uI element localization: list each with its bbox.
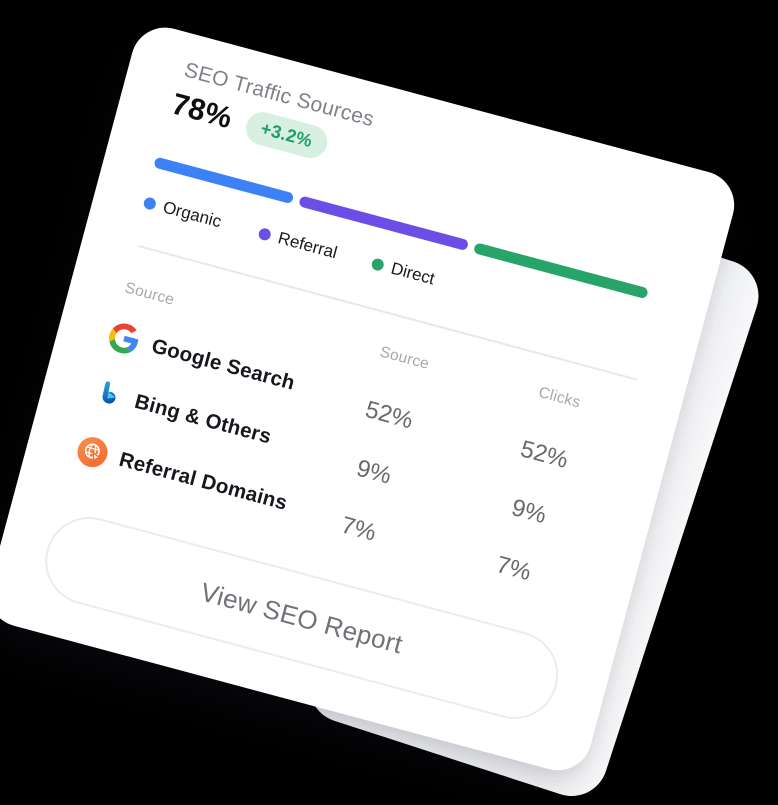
view-seo-report-button[interactable]: View SEO Report — [35, 507, 569, 729]
bar-segment-organic — [153, 156, 295, 205]
source-rows: Google Search Bing & Others Referral Domai… — [77, 20, 742, 515]
clicks-pct-value: 7% — [493, 551, 534, 587]
source-pct-value: 7% — [338, 511, 379, 547]
google-icon — [104, 319, 143, 358]
legend-dot-icon — [370, 257, 386, 272]
bar-segment-direct — [473, 242, 649, 300]
legend-label: Organic — [160, 197, 224, 232]
clicks-pct-value: 52% — [517, 435, 571, 474]
clicks-header: Clicks — [536, 383, 583, 412]
source-pct-value: 52% — [362, 395, 416, 435]
source-pct-column: Source 52% 9% 7% — [338, 336, 461, 546]
legend-dot-icon — [142, 196, 158, 211]
legend-label: Referral — [275, 228, 340, 263]
legend-label: Direct — [388, 258, 437, 289]
seo-traffic-card: SEO Traffic Sources 78% +3.2% Organic Ref… — [0, 20, 742, 778]
legend-dot-icon — [257, 226, 273, 242]
globe-cursor-icon — [74, 434, 111, 471]
legend-item-referral: Referral — [256, 223, 339, 263]
source-pct-value: 9% — [353, 454, 395, 490]
legend-item-organic: Organic — [141, 192, 223, 232]
source-column-header: Source — [123, 279, 177, 309]
source-pct-header: Source — [377, 343, 431, 373]
clicks-column: Clicks 52% 9% 7% — [493, 375, 616, 586]
stage: SEO Traffic Sources 78% +3.2% Organic Ref… — [0, 20, 768, 805]
clicks-pct-value: 9% — [508, 494, 550, 530]
bing-icon — [90, 376, 127, 413]
legend-item-direct: Direct — [369, 253, 437, 289]
table-row: Bing & Others — [86, 363, 278, 465]
legend: Organic Referral Direct — [141, 20, 742, 288]
table-row: Google Search — [101, 307, 301, 411]
table-row: Referral Domains — [71, 421, 294, 531]
